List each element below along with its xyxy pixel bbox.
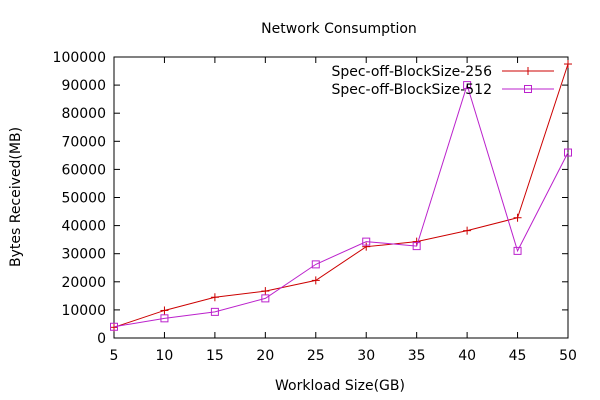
data-point bbox=[362, 242, 371, 251]
y-tick-label: 70000 bbox=[61, 134, 106, 150]
y-tick-label: 30000 bbox=[61, 247, 106, 263]
x-tick-label: 25 bbox=[307, 348, 325, 364]
y-tick-label: 90000 bbox=[61, 78, 106, 94]
legend-item-1: Spec-off-BlockSize-256 bbox=[331, 64, 554, 80]
x-tick-label: 50 bbox=[559, 348, 577, 364]
x-tick-label: 45 bbox=[509, 348, 527, 364]
x-tick-label: 10 bbox=[156, 348, 174, 364]
y-tick-label: 0 bbox=[97, 331, 106, 347]
series-line bbox=[113, 83, 569, 328]
legend-item-2: Spec-off-BlockSize-512 bbox=[331, 82, 554, 98]
data-point bbox=[110, 322, 118, 331]
y-tick-label: 60000 bbox=[61, 162, 106, 178]
series-layer bbox=[110, 60, 572, 332]
y-axis: 0 10000 20000 30000 40000 50000 60000 70000 8000… bbox=[53, 50, 568, 347]
legend-marker bbox=[524, 85, 532, 93]
x-axis: 5 10 15 20 25 30 35 40 45 50 bbox=[110, 57, 577, 364]
series-2 bbox=[110, 81, 572, 331]
y-tick-label: 80000 bbox=[61, 106, 106, 122]
series-line bbox=[113, 63, 569, 328]
data-point bbox=[261, 287, 270, 296]
legend: Spec-off-BlockSize-256 Spec-off-BlockSize… bbox=[331, 64, 554, 98]
x-tick-label: 15 bbox=[206, 348, 224, 364]
data-point bbox=[564, 60, 572, 69]
data-point bbox=[513, 246, 522, 255]
data-point bbox=[160, 306, 169, 315]
data-point bbox=[564, 148, 572, 157]
data-point bbox=[311, 276, 320, 285]
legend-label: Spec-off-BlockSize-512 bbox=[331, 82, 492, 98]
x-tick-label: 30 bbox=[357, 348, 375, 364]
x-tick-label: 5 bbox=[110, 348, 119, 364]
y-axis-title: Bytes Received(MB) bbox=[8, 127, 24, 267]
data-point bbox=[210, 307, 219, 316]
y-tick-label: 40000 bbox=[61, 219, 106, 235]
chart-title: Network Consumption bbox=[261, 21, 417, 37]
legend-label: Spec-off-BlockSize-256 bbox=[331, 64, 492, 80]
x-tick-label: 20 bbox=[256, 348, 274, 364]
data-point bbox=[362, 237, 371, 246]
y-tick-label: 20000 bbox=[61, 275, 106, 291]
y-tick-label: 100000 bbox=[53, 50, 106, 66]
data-point bbox=[463, 226, 472, 235]
data-point bbox=[463, 81, 472, 90]
series-1 bbox=[110, 60, 572, 332]
data-point bbox=[160, 314, 169, 323]
data-point bbox=[210, 293, 219, 302]
x-axis-title: Workload Size(GB) bbox=[275, 378, 405, 394]
legend-marker bbox=[524, 67, 532, 75]
data-point bbox=[412, 242, 421, 251]
x-tick-label: 40 bbox=[458, 348, 476, 364]
data-point bbox=[513, 213, 522, 222]
data-point bbox=[261, 294, 270, 303]
y-tick-label: 50000 bbox=[61, 191, 106, 207]
data-point bbox=[311, 260, 320, 269]
data-point bbox=[412, 237, 421, 246]
y-tick-label: 10000 bbox=[61, 303, 106, 319]
plot-area bbox=[113, 56, 569, 339]
x-tick-label: 35 bbox=[408, 348, 426, 364]
plot-frame bbox=[113, 56, 569, 339]
